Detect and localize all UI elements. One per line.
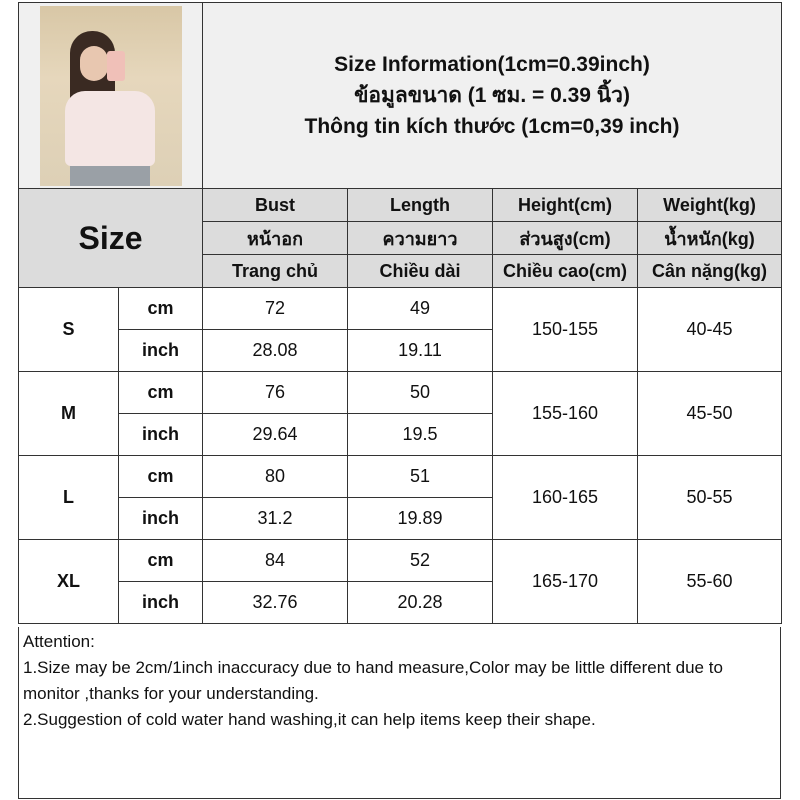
title-vi: Thông tin kích thước (1cm=0,39 inch) [304,115,680,138]
col-bust-en: Bust [202,188,348,222]
length-inch: 19.5 [347,413,493,456]
bust-cm: 84 [202,539,348,582]
col-weight-en: Weight(kg) [637,188,782,222]
product-photo-cell [18,2,203,189]
bust-cm: 76 [202,371,348,414]
unit-inch: inch [118,413,203,456]
size-label: S [18,287,119,372]
length-cm: 52 [347,539,493,582]
col-height-vi: Chiều cao(cm) [492,254,638,288]
bust-cm: 80 [202,455,348,498]
col-length-vi: Chiều dài [347,254,493,288]
bust-inch: 31.2 [202,497,348,540]
size-label: M [18,371,119,456]
bust-inch: 32.76 [202,581,348,624]
unit-inch: inch [118,581,203,624]
weight-range: 45-50 [637,371,782,456]
unit-inch: inch [118,329,203,372]
unit-inch: inch [118,497,203,540]
weight-range: 55-60 [637,539,782,624]
size-label: L [18,455,119,540]
bust-cm: 72 [202,287,348,330]
col-weight-th: น้ำหนัก(kg) [637,221,782,255]
col-bust-vi: Trang chủ [202,254,348,288]
col-bust-th: หน้าอก [202,221,348,255]
height-range: 150-155 [492,287,638,372]
size-chart-table: Size Information(1cm=0.39inch) ข้อมูลขนา… [18,2,782,624]
unit-cm: cm [118,455,203,498]
attention-note: 1.Size may be 2cm/1inch inaccuracy due t… [23,658,723,703]
height-range: 160-165 [492,455,638,540]
size-header: Size [18,188,203,288]
length-inch: 19.89 [347,497,493,540]
weight-range: 40-45 [637,287,782,372]
unit-cm: cm [118,539,203,582]
bust-inch: 28.08 [202,329,348,372]
length-inch: 19.11 [347,329,493,372]
attention-heading: Attention: [23,632,95,651]
col-height-th: ส่วนสูง(cm) [492,221,638,255]
height-range: 155-160 [492,371,638,456]
size-label: XL [18,539,119,624]
col-length-th: ความยาว [347,221,493,255]
attention-box: Attention: 1.Size may be 2cm/1inch inacc… [18,627,781,799]
length-inch: 20.28 [347,581,493,624]
unit-cm: cm [118,371,203,414]
col-height-en: Height(cm) [492,188,638,222]
length-cm: 49 [347,287,493,330]
product-photo [39,5,182,186]
col-length-en: Length [347,188,493,222]
attention-note: 2.Suggestion of cold water hand washing,… [23,710,596,729]
length-cm: 50 [347,371,493,414]
unit-cm: cm [118,287,203,330]
col-weight-vi: Cân nặng(kg) [637,254,782,288]
bust-inch: 29.64 [202,413,348,456]
title-en: Size Information(1cm=0.39inch) [334,53,650,76]
height-range: 165-170 [492,539,638,624]
title-th: ข้อมูลขนาด (1 ซม. = 0.39 นิ้ว) [354,84,630,107]
weight-range: 50-55 [637,455,782,540]
title-cell: Size Information(1cm=0.39inch) ข้อมูลขนา… [202,2,782,189]
length-cm: 51 [347,455,493,498]
